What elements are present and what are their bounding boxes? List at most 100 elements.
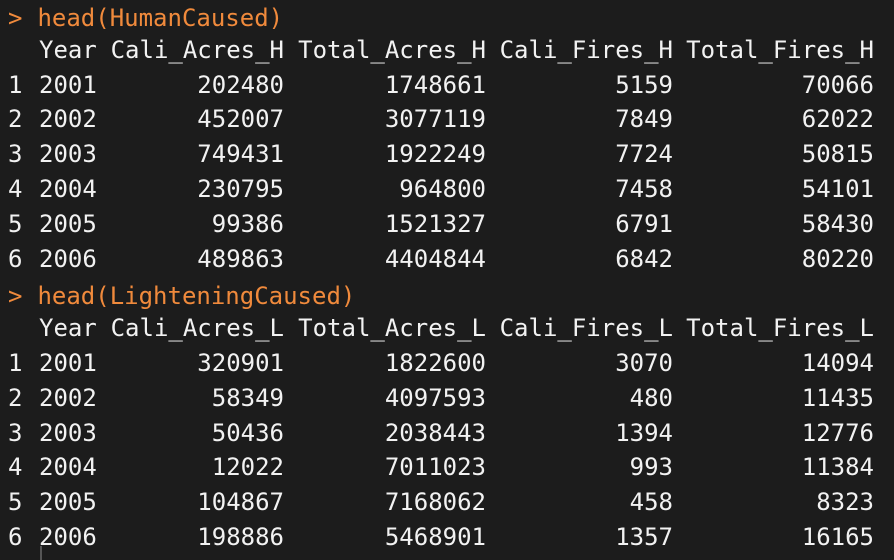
row-index: 3 — [8, 140, 23, 169]
table-cell: 1748661 — [384, 70, 486, 99]
table-cell: 80220 — [801, 244, 874, 273]
table-cell: 320901 — [197, 348, 284, 377]
table-cell: 54101 — [801, 174, 874, 203]
table-cell: 993 — [629, 453, 673, 482]
text-cursor — [40, 546, 42, 560]
column-header: Year — [39, 314, 97, 343]
row-index: 5 — [8, 488, 23, 517]
table-cell: 50436 — [211, 418, 284, 447]
table-cell: 964800 — [399, 174, 486, 203]
table-row: 3 2003 749431 1922249 7724 50815 — [0, 140, 894, 175]
column-header: Cali_Acres_H — [110, 35, 284, 64]
table-cell: 2005 — [39, 209, 97, 238]
table-row: 6 2006 198886 5468901 1357 16165 — [0, 523, 894, 558]
row-index: 6 — [8, 522, 23, 551]
table-cell: 11384 — [801, 453, 874, 482]
table-cell: 62022 — [801, 105, 874, 134]
table-cell: 3077119 — [384, 105, 486, 134]
column-header: Total_Acres_L — [298, 314, 486, 343]
table-cell: 11435 — [801, 383, 874, 412]
table-cell: 489863 — [197, 244, 284, 273]
table-cell: 7168062 — [384, 488, 486, 517]
table-cell: 12776 — [801, 418, 874, 447]
table-row: 2 2002 452007 3077119 7849 62022 — [0, 105, 894, 140]
table-cell: 2001 — [39, 348, 97, 377]
table-cell: 2005 — [39, 488, 97, 517]
table-cell: 3070 — [615, 348, 673, 377]
table-cell: 1357 — [615, 522, 673, 551]
table-row: 5 2005 99386 1521327 6791 58430 — [0, 210, 894, 245]
row-index: 3 — [8, 418, 23, 447]
table-cell: 70066 — [801, 70, 874, 99]
table-cell: 2038443 — [384, 418, 486, 447]
column-header: Total_Acres_H — [298, 35, 486, 64]
table-cell: 4097593 — [384, 383, 486, 412]
row-index: 6 — [8, 244, 23, 273]
row-index: 2 — [8, 383, 23, 412]
table-cell: 2003 — [39, 140, 97, 169]
table-cell: 1521327 — [384, 209, 486, 238]
table-cell: 2001 — [39, 70, 97, 99]
table-cell: 480 — [629, 383, 673, 412]
table-cell: 749431 — [197, 140, 284, 169]
table-cell: 5468901 — [384, 522, 486, 551]
table-cell: 58349 — [211, 383, 284, 412]
table-cell: 7724 — [615, 140, 673, 169]
row-index: 4 — [8, 453, 23, 482]
table-cell: 5159 — [615, 70, 673, 99]
table-cell: 6842 — [615, 244, 673, 273]
table-cell: 16165 — [801, 522, 874, 551]
table-cell: 2006 — [39, 244, 97, 273]
column-header: Cali_Acres_L — [110, 314, 284, 343]
row-index: 4 — [8, 174, 23, 203]
table-cell: 104867 — [197, 488, 284, 517]
console-command-line: > head(LighteningCaused) — [0, 279, 894, 314]
table-cell: 8323 — [816, 488, 874, 517]
row-index: 1 — [8, 348, 23, 377]
command-text: head(HumanCaused) — [37, 4, 284, 32]
table-cell: 1922249 — [384, 140, 486, 169]
row-index: 5 — [8, 209, 23, 238]
table-cell: 4404844 — [384, 244, 486, 273]
table-row: 4 2004 230795 964800 7458 54101 — [0, 175, 894, 210]
table-cell: 7011023 — [384, 453, 486, 482]
table-cell: 202480 — [197, 70, 284, 99]
table-cell: 14094 — [801, 348, 874, 377]
row-index: 1 — [8, 70, 23, 99]
table-cell: 458 — [629, 488, 673, 517]
table-cell: 99386 — [211, 209, 284, 238]
table-cell: 50815 — [801, 140, 874, 169]
prompt-symbol: > — [8, 4, 23, 32]
table-header-row: Year Cali_Acres_H Total_Acres_H Cali_Fires_… — [0, 36, 894, 71]
column-header: Cali_Fires_H — [499, 35, 673, 64]
table-row: 6 2006 489863 4404844 6842 80220 — [0, 245, 894, 280]
table-cell: 12022 — [211, 453, 284, 482]
command-text: head(LighteningCaused) — [37, 282, 356, 311]
table-row: 2 2002 58349 4097593 480 11435 — [0, 384, 894, 419]
prompt-symbol: > — [8, 282, 23, 311]
column-header: Total_Fires_H — [686, 35, 874, 64]
column-header: Cali_Fires_L — [499, 314, 673, 343]
table-cell: 2002 — [39, 105, 97, 134]
column-header: Total_Fires_L — [686, 314, 874, 343]
table-row: 5 2005 104867 7168062 458 8323 — [0, 488, 894, 523]
table-row: 3 2003 50436 2038443 1394 12776 — [0, 419, 894, 454]
table-cell: 2004 — [39, 174, 97, 203]
table-cell: 2002 — [39, 383, 97, 412]
table-cell: 452007 — [197, 105, 284, 134]
table-cell: 230795 — [197, 174, 284, 203]
table-cell: 2006 — [39, 522, 97, 551]
table-cell: 6791 — [615, 209, 673, 238]
table-cell: 2004 — [39, 453, 97, 482]
table-cell: 58430 — [801, 209, 874, 238]
table-cell: 7849 — [615, 105, 673, 134]
table-cell: 7458 — [615, 174, 673, 203]
table-row: 1 2001 320901 1822600 3070 14094 — [0, 349, 894, 384]
table-cell: 198886 — [197, 522, 284, 551]
table-cell: 1822600 — [384, 348, 486, 377]
console-command-line: > head(HumanCaused) — [0, 1, 894, 36]
column-header: Year — [39, 35, 97, 64]
table-cell: 2003 — [39, 418, 97, 447]
table-row: 1 2001 202480 1748661 5159 70066 — [0, 71, 894, 106]
